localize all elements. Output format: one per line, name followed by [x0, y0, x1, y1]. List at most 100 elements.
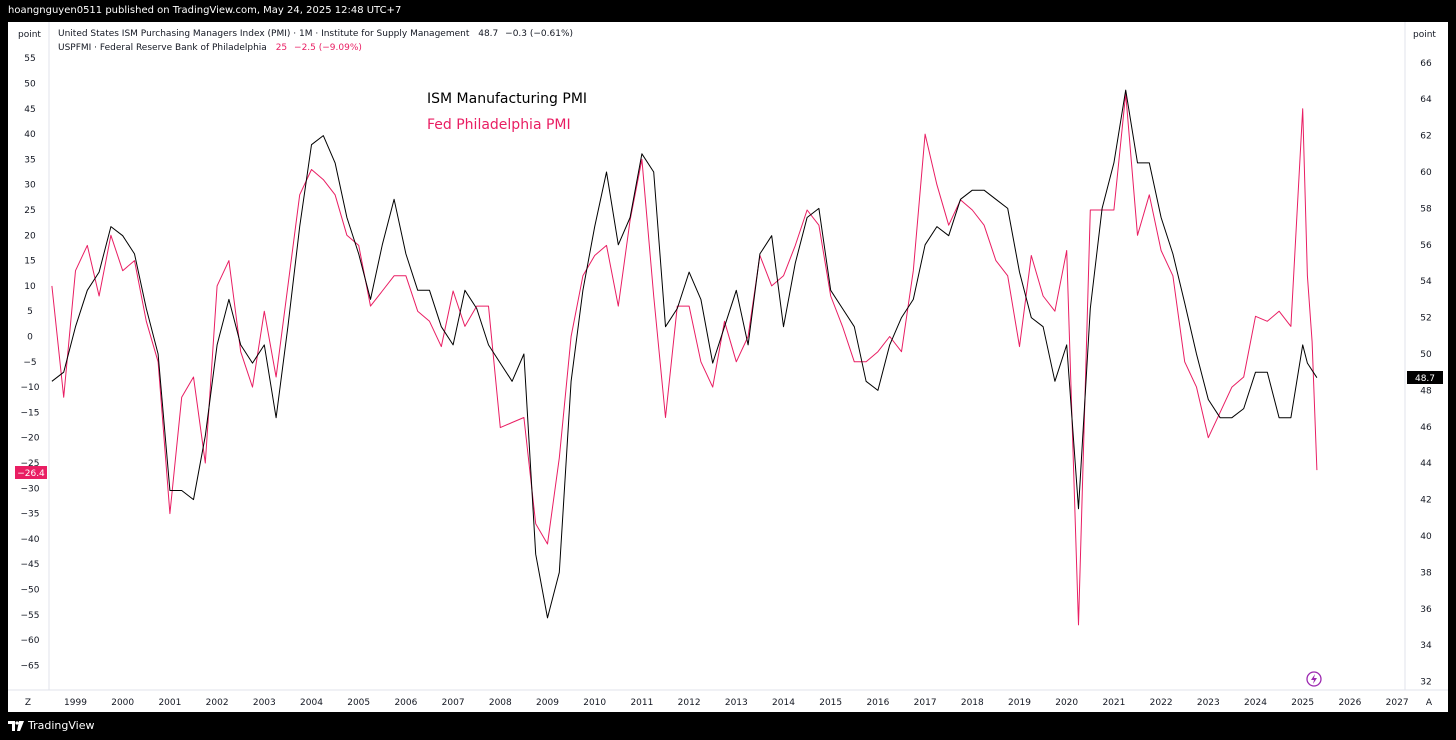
annotation-ism: ISM Manufacturing PMI	[427, 91, 587, 107]
flash-icon[interactable]	[1306, 671, 1322, 687]
left-tick-label: 30	[24, 181, 36, 191]
right-axis: 66 64 62 60 58 56 54 52 50 48 46 44 42 40 38 36 34 32	[1420, 59, 1432, 688]
left-tick-label: −20	[21, 434, 40, 444]
right-axis-unit: point	[1413, 30, 1436, 40]
left-tick-label: 20	[24, 231, 36, 241]
left-tick-label: 45	[24, 105, 35, 115]
right-tick-label: 44	[1420, 459, 1432, 469]
right-tick-label: 46	[1420, 423, 1432, 433]
left-tick-label: −45	[21, 560, 40, 570]
right-tick-label: 48	[1420, 386, 1432, 396]
left-tick-label: −30	[21, 484, 40, 494]
year-tick-label: 2021	[1102, 698, 1125, 708]
ism-last-badge: 48.7	[1407, 371, 1443, 384]
published-text: hoangnguyen0511 published on TradingView…	[8, 5, 402, 16]
philly-last-badge-text: −26.4	[17, 469, 45, 479]
left-tick-label: −55	[21, 611, 40, 621]
year-tick-label: 2006	[394, 698, 417, 708]
left-tick-label: 25	[24, 206, 35, 216]
year-tick-label: 1999	[64, 698, 87, 708]
year-tick-label: 2026	[1338, 698, 1361, 708]
philly-pmi-line[interactable]	[51, 93, 1318, 626]
right-tick-label: 36	[1420, 605, 1432, 615]
year-tick-label: 2016	[866, 698, 889, 708]
year-tick-label: 2022	[1150, 698, 1173, 708]
chart-frame[interactable]: 55 50 45 40 35 30 25 20 15 10 5 0 −5 −10 −15 −20 −25 −30−…	[8, 22, 1448, 712]
ism-pmi-line[interactable]	[51, 89, 1318, 619]
right-tick-label: 62	[1420, 132, 1431, 142]
legend-ism-change: −0.3 (−0.61%)	[505, 29, 573, 39]
z-button[interactable]: Z	[25, 698, 31, 708]
left-tick-label: −60	[21, 636, 40, 646]
year-tick-label: 2020	[1055, 698, 1078, 708]
right-tick-label: 32	[1420, 678, 1431, 688]
year-tick-label: 2005	[347, 698, 370, 708]
left-axis-unit: point	[18, 30, 41, 40]
tradingview-logo[interactable]: TradingView	[8, 716, 94, 736]
left-tick-label: −65	[21, 661, 40, 671]
series-group	[51, 89, 1318, 626]
left-axis: 5550454035302520151050−5−10−15−20−25−30−…	[21, 54, 40, 671]
year-tick-label: 2019	[1008, 698, 1031, 708]
right-tick-label: 34	[1420, 641, 1432, 651]
chart-canvas[interactable]: 5550454035302520151050−5−10−15−20−25−30−…	[8, 22, 1448, 712]
tradingview-brand: TradingView	[28, 719, 95, 732]
year-tick-label: 2011	[630, 698, 653, 708]
right-tick-label: 42	[1420, 496, 1431, 506]
year-tick-label: 2013	[725, 698, 748, 708]
year-tick-label: 2018	[961, 698, 984, 708]
right-tick-label: 56	[1420, 241, 1432, 251]
year-tick-label: 2027	[1386, 698, 1409, 708]
year-tick-label: 2014	[772, 698, 795, 708]
year-tick-label: 2015	[819, 698, 842, 708]
left-tick-label: 15	[24, 257, 35, 267]
legend-ism-last: 48.7	[478, 29, 498, 39]
time-axis[interactable]: 1999 2000 2001 2002 2003 2004 2005 2006 2007 2008…	[64, 698, 1409, 708]
left-tick-label: −50	[21, 586, 40, 596]
right-tick-label: 60	[1420, 168, 1432, 178]
year-tick-label: 2004	[300, 698, 323, 708]
right-tick-label: 58	[1420, 204, 1432, 214]
legend-ism-name: United States ISM Purchasing Managers In…	[58, 29, 470, 39]
right-tick-label: 40	[1420, 532, 1432, 542]
legend-philly[interactable]: USPFMI · Federal Reserve Bank of Philade…	[58, 43, 362, 53]
left-tick-label: −35	[21, 510, 40, 520]
year-tick-label: 2000	[111, 698, 134, 708]
left-tick-label: −5	[23, 358, 36, 368]
year-tick-label: 2025	[1291, 698, 1314, 708]
year-tick-label: 2001	[158, 698, 181, 708]
left-tick-label: 35	[24, 155, 35, 165]
left-tick-label: −25	[21, 459, 40, 469]
year-tick-label: 2017	[914, 698, 937, 708]
year-tick-label: 2002	[206, 698, 229, 708]
footer-bar: TradingView	[0, 712, 1456, 740]
right-tick-label: 38	[1420, 568, 1432, 578]
auto-scale-button[interactable]: A	[1426, 698, 1433, 708]
year-tick-label: 2008	[489, 698, 512, 708]
left-tick-label: 50	[24, 80, 36, 90]
annotation-philly: Fed Philadelphia PMI	[427, 117, 571, 133]
left-tick-label: −10	[21, 383, 40, 393]
left-tick-label: −40	[21, 535, 40, 545]
right-tick-label: 52	[1420, 314, 1431, 324]
right-tick-label: 64	[1420, 95, 1432, 105]
right-tick-label: 54	[1420, 277, 1432, 287]
left-tick-label: −15	[21, 408, 40, 418]
left-tick-label: 5	[27, 307, 33, 317]
published-header: hoangnguyen0511 published on TradingView…	[0, 0, 1456, 22]
legend-philly-name: USPFMI · Federal Reserve Bank of Philade…	[58, 43, 267, 53]
year-tick-label: 2023	[1197, 698, 1220, 708]
left-tick-label: 0	[27, 333, 33, 343]
year-tick-label: 2010	[583, 698, 606, 708]
legend-ism[interactable]: United States ISM Purchasing Managers In…	[58, 29, 573, 39]
left-tick-label: 40	[24, 130, 36, 140]
left-tick-label: 55	[24, 54, 35, 64]
legend-philly-last: 25	[276, 43, 287, 53]
left-tick-label: 10	[24, 282, 36, 292]
year-tick-label: 2007	[442, 698, 465, 708]
legend-philly-change: −2.5 (−9.09%)	[294, 43, 362, 53]
tradingview-logo-icon	[8, 721, 24, 731]
year-tick-label: 2003	[253, 698, 276, 708]
year-tick-label: 2024	[1244, 698, 1267, 708]
year-tick-label: 2009	[536, 698, 559, 708]
